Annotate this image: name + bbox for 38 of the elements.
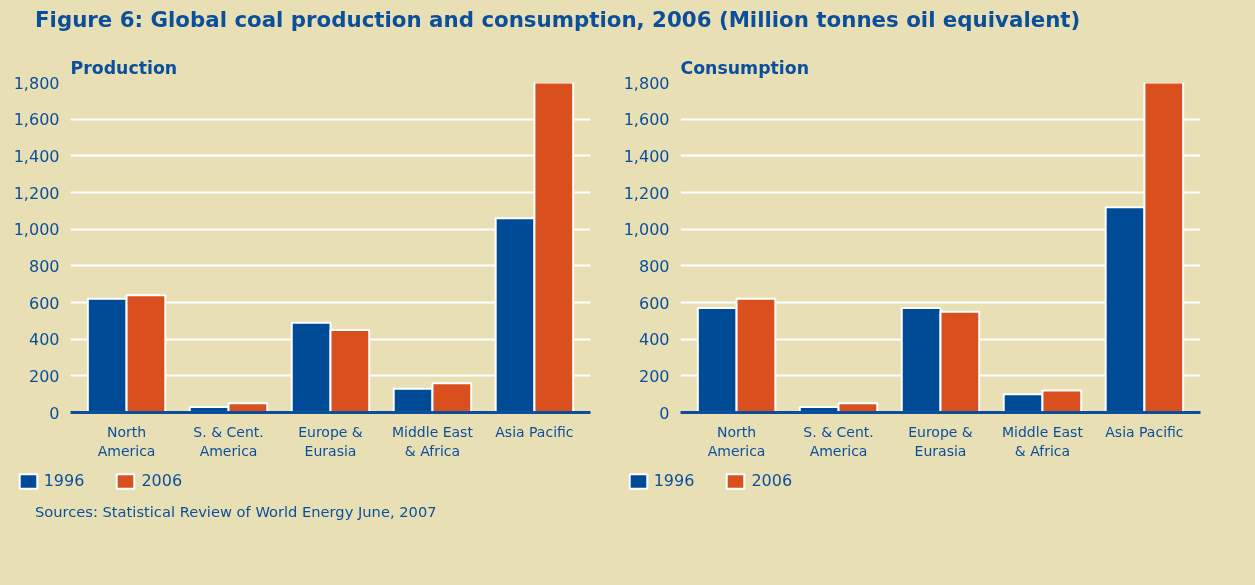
x-tick-label: Europe & Eurasia [908, 423, 973, 459]
y-tick-label: 1,800 [13, 73, 60, 93]
y-tick-label: 400 [638, 330, 670, 350]
x-tick-label: Asia Pacific [1105, 423, 1184, 440]
chart-subtitle: Production [70, 57, 178, 78]
legend-label: 1996 [43, 471, 85, 490]
y-tick-label: 1,800 [623, 73, 670, 93]
y-tick-label: 1,200 [13, 183, 60, 203]
y-tick-label: 1,400 [13, 146, 60, 166]
y-tick-label: 1,400 [623, 146, 670, 166]
x-tick-label: Asia Pacific [495, 423, 574, 440]
y-tick-label: 800 [28, 256, 60, 276]
y-tick-label: 1,200 [623, 183, 670, 203]
y-tick-label: 200 [28, 366, 60, 386]
y-tick-label: 800 [638, 256, 670, 276]
y-tick-label: 600 [28, 293, 60, 313]
x-tick-label: S. & Cent. America [803, 423, 874, 459]
y-tick-label: 0 [49, 403, 60, 423]
source-note: Sources: Statistical Review of World Energy June, 2007 [35, 502, 437, 522]
y-tick-label: 1,000 [13, 220, 60, 240]
y-tick-label: 1,600 [623, 110, 670, 130]
y-tick-label: 400 [28, 330, 60, 350]
chart-subtitle: Consumption [680, 57, 810, 78]
x-tick-label: S. & Cent. America [193, 423, 264, 459]
legend-label: 2006 [751, 471, 793, 490]
x-tick-label: North America [707, 423, 766, 459]
legend-label: 1996 [653, 471, 695, 490]
x-tick-label: Middle East & Africa [392, 423, 474, 459]
y-tick-label: 1,600 [13, 110, 60, 130]
x-tick-label: North America [97, 423, 156, 459]
y-tick-label: 600 [638, 293, 670, 313]
chart-title: Figure 6: Global coal production and consumption, 2006 (Million tonnes oil equivalent) [35, 6, 1081, 34]
legend-label: 2006 [141, 471, 183, 490]
x-tick-label: Middle East & Africa [1002, 423, 1084, 459]
x-tick-label: Europe & Eurasia [298, 423, 363, 459]
y-tick-label: 1,000 [623, 220, 670, 240]
y-tick-label: 200 [638, 366, 670, 386]
y-tick-label: 0 [659, 403, 670, 423]
